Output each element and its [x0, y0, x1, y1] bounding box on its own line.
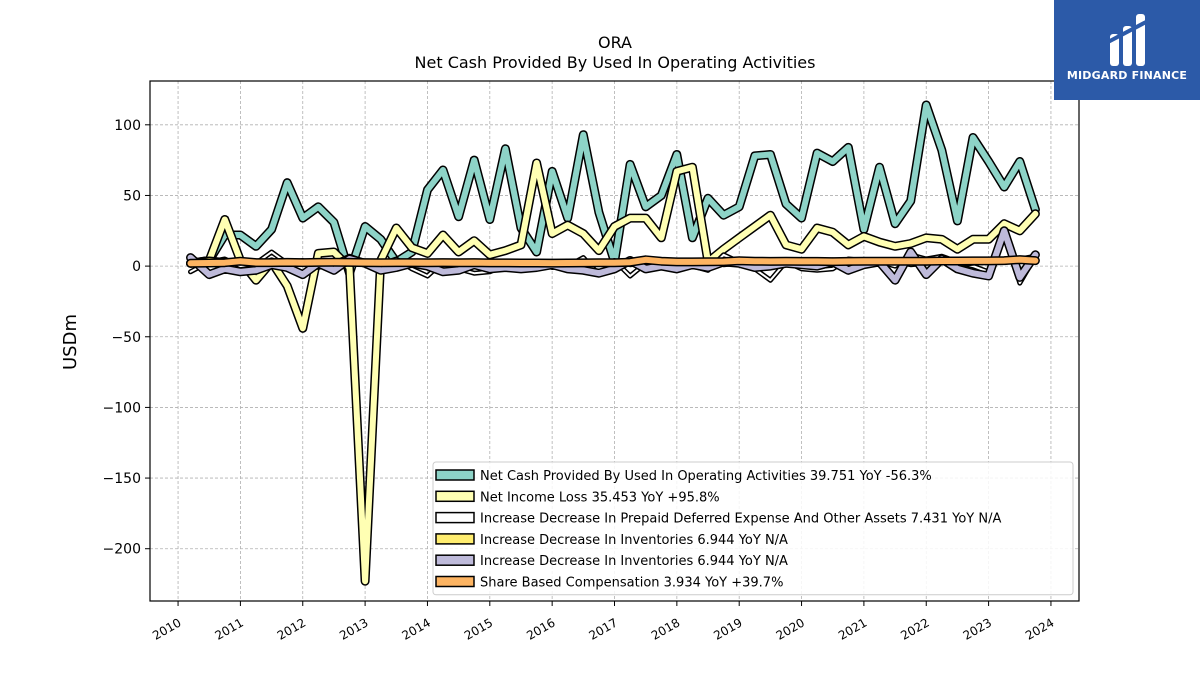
x-tick-label: 2011: [212, 615, 245, 642]
legend-label: Net Income Loss 35.453 YoY +95.8%: [480, 490, 720, 505]
chart-subtitle: Net Cash Provided By Used In Operating A…: [415, 53, 816, 72]
legend-swatch: [435, 533, 475, 545]
legend-entry: Net Income Loss 35.453 YoY +95.8%: [435, 490, 720, 505]
legend-box: [432, 461, 1074, 596]
legend-label: Increase Decrease In Inventories 6.944 Y…: [480, 554, 788, 569]
x-tick-label: 2013: [337, 615, 370, 642]
legend-entry: Increase Decrease In Inventories 6.944 Y…: [435, 533, 788, 548]
y-tick-label: −50: [111, 330, 141, 346]
legend-swatch: [435, 469, 475, 481]
legend-label: Net Cash Provided By Used In Operating A…: [480, 469, 932, 484]
y-tick-label: −150: [103, 471, 141, 487]
x-tick-label: 2017: [587, 615, 620, 642]
series-lines: [186, 100, 1040, 586]
legend: Net Cash Provided By Used In Operating A…: [432, 461, 1074, 596]
x-tick-label: 2018: [649, 615, 682, 642]
y-tick-label: 100: [114, 118, 141, 134]
logo-mark-icon: [1107, 14, 1147, 66]
x-tick-label: 2012: [275, 615, 308, 642]
midgard-finance-logo: MIDGARD FINANCE: [1054, 0, 1200, 100]
legend-entry: Increase Decrease In Prepaid Deferred Ex…: [435, 511, 1001, 527]
y-tick-label: 50: [123, 188, 141, 204]
x-tick-label: 2010: [150, 615, 183, 642]
logo-text: MIDGARD FINANCE: [1066, 69, 1188, 82]
series-line: [187, 256, 1039, 267]
x-tick-label: 2020: [774, 615, 807, 642]
x-tick-label: 2024: [1023, 615, 1056, 642]
y-tick-label: −200: [103, 542, 141, 558]
series-line: [187, 227, 1039, 284]
y-tick-label: −100: [103, 400, 141, 416]
legend-label: Increase Decrease In Inventories 6.944 Y…: [480, 533, 788, 548]
x-tick-label: 2015: [462, 615, 495, 642]
y-axis-label: USDm: [60, 314, 81, 370]
series-1: [186, 158, 1040, 586]
legend-label: Share Based Compensation 3.934 YoY +39.7…: [480, 576, 783, 591]
chart-title-block: ORA Net Cash Provided By Used In Operati…: [415, 33, 816, 72]
legend-entry: Share Based Compensation 3.934 YoY +39.7…: [435, 575, 783, 591]
series-line: [187, 160, 1039, 585]
x-tick-label: 2014: [399, 615, 432, 642]
legend-swatch: [435, 490, 475, 503]
y-tick-label: 0: [132, 259, 141, 275]
x-tick-label: 2023: [961, 615, 994, 642]
legend-swatch: [435, 554, 475, 566]
x-tick-label: 2022: [898, 615, 931, 642]
x-tick-label: 2016: [524, 615, 557, 642]
legend-label: Increase Decrease In Prepaid Deferred Ex…: [480, 512, 1001, 527]
legend-swatch: [435, 511, 475, 524]
chart-title: ORA: [598, 33, 632, 52]
legend-entry: Net Cash Provided By Used In Operating A…: [435, 469, 932, 484]
series-5: [186, 255, 1040, 268]
x-tick-label: 2019: [711, 615, 744, 642]
x-tick-label: 2021: [836, 615, 869, 642]
series-4: [186, 226, 1040, 285]
legend-swatch: [435, 575, 475, 588]
legend-entry: Increase Decrease In Inventories 6.944 Y…: [435, 554, 788, 569]
